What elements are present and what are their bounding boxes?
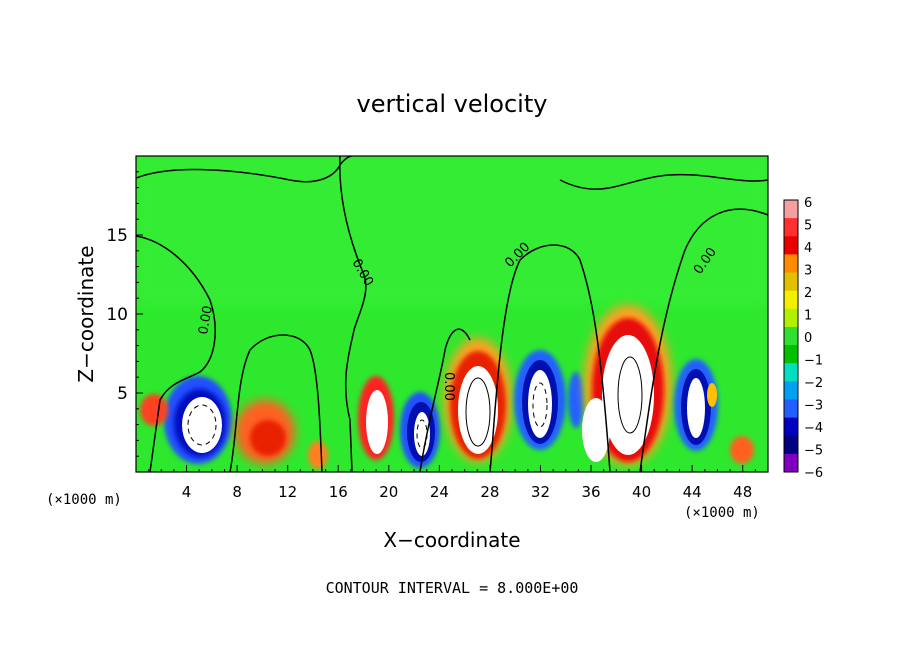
colorbar-swatch xyxy=(784,453,798,473)
downdraft-cell-6 xyxy=(514,350,584,450)
colorbar-label: 6 xyxy=(804,196,812,211)
downdraft-cell-4 xyxy=(400,392,440,468)
chart-title: vertical velocity xyxy=(357,90,548,118)
x-tick-label: 20 xyxy=(379,483,398,501)
colorbar-swatch xyxy=(784,381,798,400)
colorbar-swatch xyxy=(784,290,798,310)
colorbar-label: −6 xyxy=(804,466,823,481)
contour-interval-footer: CONTOUR INTERVAL = 8.000E+00 xyxy=(326,579,579,597)
colorbar-label: 2 xyxy=(804,286,812,301)
updraft-cell-7 xyxy=(582,305,672,465)
colorbar-swatch xyxy=(784,435,798,455)
colorbar-label: 3 xyxy=(804,264,812,279)
colorbar-label: −4 xyxy=(804,421,823,436)
updraft-cell-1 xyxy=(140,376,232,464)
colorbar-swatch xyxy=(784,363,798,382)
colorbar-frame xyxy=(783,199,799,473)
colorbar-swatch xyxy=(784,417,798,437)
downdraft-cell-8 xyxy=(674,359,754,464)
colorbar-swatch xyxy=(784,326,798,346)
contour-lines xyxy=(136,156,768,472)
y-axis-title: Z−coordinate xyxy=(74,245,98,382)
updraft-cell-2 xyxy=(235,400,328,469)
colorbar-swatch xyxy=(784,345,798,364)
inner-contours xyxy=(187,356,643,449)
x-axis-title: X−coordinate xyxy=(383,528,520,552)
colorbar-label: 1 xyxy=(804,309,812,324)
x-tick-label: 48 xyxy=(733,483,752,501)
x-units-right: (×1000 m) xyxy=(684,505,760,521)
plot-field xyxy=(136,156,768,472)
x-tick-label: 16 xyxy=(329,483,348,501)
y-tick-label: 10 xyxy=(106,305,128,325)
colorbar-swatch xyxy=(784,399,798,419)
y-axis: 5 10 15 xyxy=(106,171,143,457)
colorbar-swatch xyxy=(784,200,798,219)
colorbar-label: −2 xyxy=(804,376,823,391)
x-tick-label: 32 xyxy=(531,483,550,501)
colorbar-swatch xyxy=(784,236,798,255)
colorbar-label: 0 xyxy=(804,331,812,346)
x-tick-label: 36 xyxy=(581,483,600,501)
colorbar-label: 4 xyxy=(804,241,812,256)
x-tick-label: 12 xyxy=(278,483,297,501)
colorbar-swatch xyxy=(784,218,798,237)
y-tick-label: 15 xyxy=(106,226,128,246)
x-tick-label: 44 xyxy=(683,483,702,501)
x-units-left: (×1000 m) xyxy=(46,492,122,508)
colorbar-label: −5 xyxy=(804,444,823,459)
x-tick-label: 24 xyxy=(430,483,449,501)
contour-label: 0.00 xyxy=(196,305,216,336)
colorbar-label: 5 xyxy=(804,219,812,234)
y-tick-label: 5 xyxy=(117,384,128,404)
colorbar-swatch xyxy=(784,272,798,292)
colorbar-swatch xyxy=(784,308,798,328)
x-tick-label: 28 xyxy=(480,483,499,501)
colorbar-label: −3 xyxy=(804,399,823,414)
colorbar-swatch xyxy=(784,254,798,274)
contour-label: 0.00 xyxy=(441,372,456,401)
colorbar-label: −1 xyxy=(804,354,823,369)
updraft-cell-3 xyxy=(358,376,394,460)
x-tick-label: 4 xyxy=(182,483,192,501)
x-tick-label: 8 xyxy=(232,483,242,501)
x-tick-label: 40 xyxy=(632,483,651,501)
colorbar: 6 5 4 3 2 1 0 −1 −2 −3 −4 −5 −6 xyxy=(783,196,823,481)
x-axis: 4 8 12 16 20 24 28 32 36 40 44 48 xyxy=(148,465,756,501)
